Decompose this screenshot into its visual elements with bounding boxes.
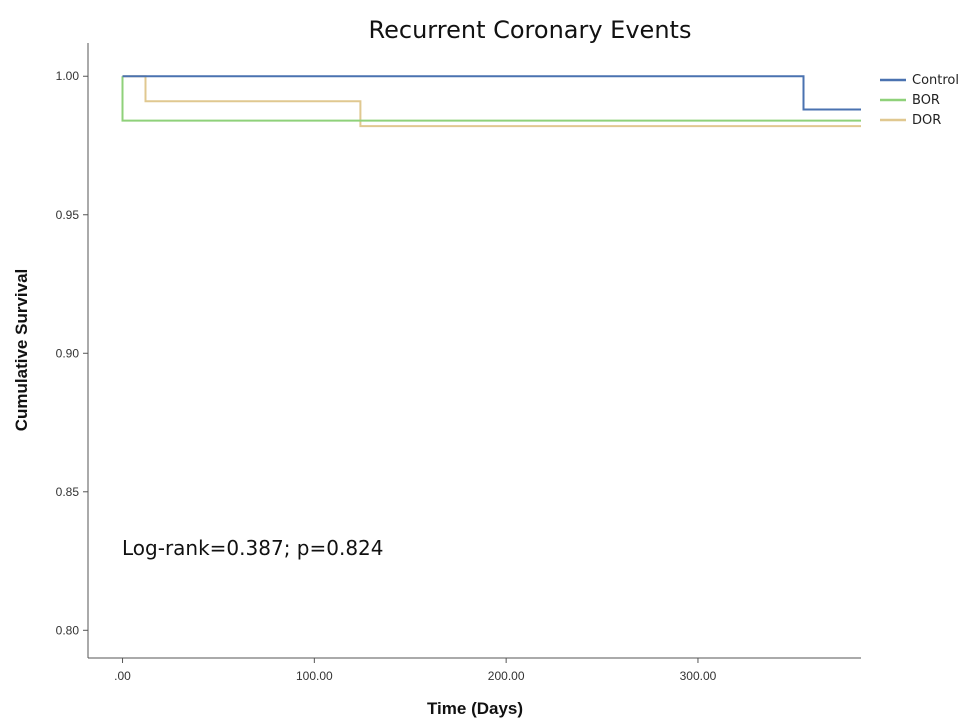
chart-title: Recurrent Coronary Events — [369, 16, 692, 44]
log-rank-annotation: Log-rank=0.387; p=0.824 — [122, 536, 384, 560]
y-tick-label: 0.85 — [56, 485, 80, 499]
x-tick-label: 200.00 — [488, 669, 525, 683]
series-lines — [121, 75, 861, 128]
x-tick-label: .00 — [114, 669, 131, 683]
x-tick-label: 300.00 — [680, 669, 717, 683]
x-axis-title: Time (Days) — [427, 699, 523, 718]
y-tick-label: 0.95 — [56, 208, 80, 222]
x-ticks: .00 100.00 200.00 300.00 — [114, 658, 717, 683]
y-tick-label: 0.80 — [56, 623, 80, 637]
series-line-bor — [121, 76, 861, 122]
legend: Control BOR DOR — [880, 73, 959, 128]
x-tick-label: 100.00 — [296, 669, 333, 683]
y-tick-label: 0.90 — [56, 346, 80, 360]
legend-label-dor: DOR — [912, 113, 941, 128]
y-tick-label: 1.00 — [56, 69, 80, 83]
series-line-control — [122, 75, 861, 111]
axes — [87, 43, 861, 659]
legend-label-bor: BOR — [912, 93, 940, 108]
y-ticks: 0.80 0.85 0.90 0.95 1.00 — [56, 69, 88, 637]
y-axis-title: Cumulative Survival — [12, 269, 31, 432]
legend-label-control: Control — [912, 73, 959, 88]
series-line-dor — [122, 75, 861, 128]
